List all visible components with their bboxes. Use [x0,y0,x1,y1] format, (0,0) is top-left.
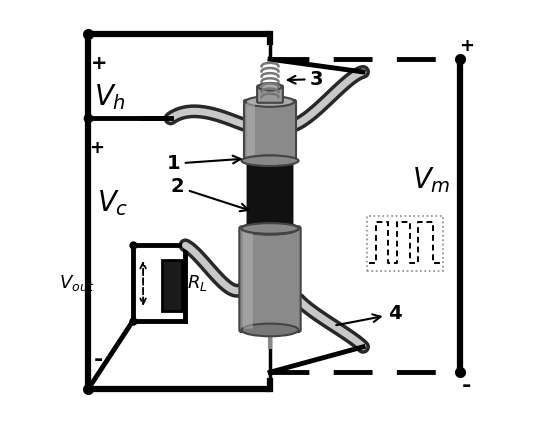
Text: 3: 3 [288,70,323,88]
FancyBboxPatch shape [244,100,296,162]
Text: 4: 4 [336,305,402,325]
Bar [367,216,443,271]
Text: +: + [89,139,104,157]
Ellipse shape [246,155,294,166]
Text: +: + [90,54,107,73]
FancyBboxPatch shape [247,102,255,160]
FancyBboxPatch shape [257,85,283,103]
Text: 1: 1 [166,154,241,173]
Ellipse shape [241,324,299,336]
Text: +: + [459,37,474,55]
Ellipse shape [258,83,282,91]
Text: -: - [462,376,471,396]
FancyBboxPatch shape [242,230,253,329]
Text: -: - [94,349,103,370]
Text: $R_L$: $R_L$ [187,273,207,294]
Text: $V_{out}$: $V_{out}$ [59,273,94,294]
Text: 2: 2 [171,178,248,211]
Ellipse shape [246,96,294,107]
Text: $V_h$: $V_h$ [94,82,126,112]
Text: $V_m$: $V_m$ [411,165,450,195]
FancyBboxPatch shape [247,159,293,230]
Ellipse shape [241,155,299,166]
Bar [162,260,183,311]
Text: $V_c$: $V_c$ [97,188,128,218]
Ellipse shape [241,223,299,233]
Ellipse shape [241,222,299,235]
FancyBboxPatch shape [239,226,301,332]
